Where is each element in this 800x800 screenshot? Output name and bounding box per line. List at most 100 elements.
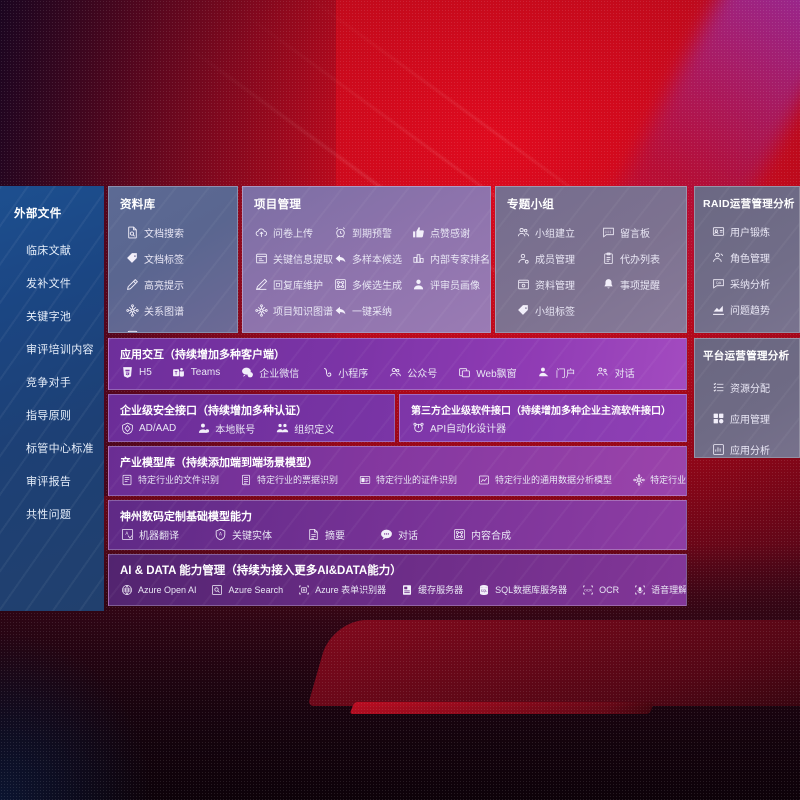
item-label: 多候选生成	[352, 280, 402, 292]
item-resource-allocation[interactable]: 资源分配	[711, 372, 799, 403]
item-industry-knowledge-graph-model[interactable]: 特定行业的通用知识图谱模型	[632, 473, 686, 486]
multi-node-icon	[333, 277, 347, 291]
list-allocate-icon	[711, 381, 725, 395]
app-interaction-item-list: H5 Teams 企业微信 小程序 公众号 Web飘窗	[109, 362, 686, 380]
sidebar-item-review-training[interactable]: 审评培训内容	[26, 343, 94, 356]
item-ad-aad[interactable]: AD/AAD	[120, 422, 176, 436]
industry-models-item-list: 特定行业的文件识别 特定行业的票据识别 特定行业的证件识别 特定行业的通用数据分…	[109, 470, 686, 486]
item-portal[interactable]: 门户	[537, 365, 576, 380]
item-cache-server[interactable]: 缓存服务器	[400, 583, 463, 596]
item-event-reminder[interactable]: 事项提醒	[601, 271, 686, 297]
item-material-management[interactable]: 资料管理	[516, 271, 601, 297]
item-miniprogram[interactable]: 小程序	[319, 365, 368, 380]
item-label: Azure Open AI	[138, 584, 197, 595]
sidebar-item-competitors[interactable]: 竞争对手	[26, 376, 72, 389]
knowledge-base-item-list: 文档搜索 文档标签 高亮提示 关系图谱 文档分类	[109, 212, 237, 333]
item-label: 小组标签	[535, 306, 575, 318]
item-web-popup[interactable]: Web飘窗	[457, 365, 517, 380]
item-questionnaire-upload[interactable]: 问卷上传	[254, 219, 333, 245]
item-industry-data-analysis-model[interactable]: 特定行业的通用数据分析模型	[477, 473, 612, 486]
item-doc-classify[interactable]: 文档分类	[125, 323, 237, 333]
item-wecom[interactable]: 企业微信	[240, 365, 299, 380]
item-label: 回复库维护	[273, 280, 323, 292]
item-content-synthesis[interactable]: 内容合成	[452, 527, 511, 542]
item-label: 项目知识图谱	[273, 306, 333, 318]
item-app-analysis[interactable]: 应用分析	[711, 434, 799, 457]
item-org-define[interactable]: 组织定义	[275, 421, 334, 436]
item-project-knowledge-graph[interactable]: 项目知识图谱	[254, 297, 333, 323]
sidebar-item-common-issues[interactable]: 共性问题	[26, 508, 72, 521]
item-issue-trend[interactable]: 问题趋势	[711, 296, 799, 322]
item-label: AD/AAD	[139, 423, 177, 434]
sidebar-item-review-report[interactable]: 审评报告	[26, 475, 72, 488]
grid-apps-icon	[711, 412, 725, 426]
item-label: 文档分类	[144, 329, 184, 333]
item-label: SQL数据库服务器	[495, 585, 568, 595]
item-key-entity[interactable]: A 关键实体	[213, 527, 272, 542]
item-label: 应用管理	[730, 415, 770, 426]
item-ocr[interactable]: OCR OCR	[581, 583, 619, 596]
item-member-management[interactable]: 成员管理	[516, 245, 601, 271]
ai-data-item-list: Azure Open AI Azure Search Azure 表单识别器 缓…	[109, 578, 686, 596]
item-speech-understanding[interactable]: 语音理解	[633, 583, 686, 596]
sidebar-item-standards-center[interactable]: 标管中心标准	[26, 442, 94, 455]
file-recognize-icon	[120, 473, 133, 486]
person-gear-icon	[516, 251, 530, 265]
item-adoption-analysis[interactable]: QA 采纳分析	[711, 270, 799, 296]
bar-rank-icon	[411, 251, 425, 265]
item-group-create[interactable]: 小组建立	[516, 219, 601, 245]
item-local-account[interactable]: 本地账号	[196, 421, 255, 436]
thumbs-up-icon	[411, 225, 425, 239]
item-app-management[interactable]: 应用管理	[711, 403, 799, 434]
item-label: 本地账号	[215, 425, 256, 436]
item-h5[interactable]: H5	[120, 366, 152, 380]
item-azure-open-ai[interactable]: Azure Open AI	[120, 583, 197, 596]
item-multi-sample-candidate[interactable]: 多样本候选	[333, 245, 411, 271]
miniprogram-icon	[319, 366, 333, 380]
item-machine-translation[interactable]: A 机器翻译	[120, 527, 179, 542]
item-doc-search[interactable]: 文档搜索	[125, 219, 237, 245]
sidebar-item-guidelines[interactable]: 指导原则	[26, 409, 72, 422]
item-summary[interactable]: 摘要	[306, 527, 345, 542]
item-industry-file-recognition[interactable]: 特定行业的文件识别	[120, 473, 219, 486]
pen-highlight-icon	[125, 277, 139, 291]
item-dialog-capability[interactable]: 对话	[379, 527, 418, 542]
extract-icon	[254, 251, 268, 265]
item-sql-database-server[interactable]: SQL SQL数据库服务器	[477, 583, 567, 596]
web-popup-icon	[457, 366, 471, 380]
item-expiry-alert[interactable]: 到期预警	[333, 219, 411, 245]
item-role-management[interactable]: 角色管理	[711, 244, 799, 270]
item-thumbs-thanks[interactable]: 点赞感谢	[411, 219, 490, 245]
item-azure-form-recognizer[interactable]: Azure 表单识别器	[297, 583, 386, 596]
item-official-account[interactable]: 公众号	[388, 365, 437, 380]
item-industry-id-recognition[interactable]: 特定行业的证件识别	[358, 473, 457, 486]
item-azure-search[interactable]: Azure Search	[211, 583, 284, 596]
item-todo-list[interactable]: 代办列表	[601, 245, 686, 271]
item-highlight-hint[interactable]: 高亮提示	[125, 271, 237, 297]
item-user-exercise[interactable]: 用户锻炼	[711, 218, 799, 244]
item-reviewer-portrait[interactable]: 评审员画像	[411, 271, 490, 297]
item-relation-graph[interactable]: 关系图谱	[125, 297, 237, 323]
item-teams[interactable]: Teams	[172, 366, 220, 380]
sidebar-item-supplement-files[interactable]: 发补文件	[26, 277, 72, 290]
svg-text:A: A	[125, 531, 128, 537]
item-doc-tag[interactable]: 文档标签	[125, 245, 237, 271]
item-label: Azure Search	[228, 584, 284, 595]
item-reply-library-maintain[interactable]: 回复库维护	[254, 271, 333, 297]
item-industry-receipt-recognition[interactable]: 特定行业的票据识别	[239, 473, 338, 486]
teams-icon	[172, 366, 186, 380]
item-internal-expert-rank[interactable]: 内部专家排名	[411, 245, 490, 271]
graph-network-icon	[632, 473, 645, 486]
sidebar-item-clinical-literature[interactable]: 临床文献	[26, 244, 72, 257]
item-api-designer[interactable]: API自动化设计器	[411, 420, 506, 435]
item-one-click-adopt[interactable]: 一键采纳	[333, 297, 411, 323]
item-message-board[interactable]: 留言板	[601, 219, 686, 245]
sidebar-item-keyword-pool[interactable]: 关键字池	[26, 310, 72, 323]
item-label: 文档搜索	[144, 228, 184, 240]
item-dialog[interactable]: 对话	[596, 365, 635, 380]
item-group-tag[interactable]: 小组标签	[516, 297, 601, 323]
item-label: 公众号	[407, 369, 438, 380]
item-multi-candidate-generate[interactable]: 多候选生成	[333, 271, 411, 297]
item-key-info-extract[interactable]: 关键信息提取	[254, 245, 333, 271]
row-title-third-party-interface: 第三方企业级软件接口（持续增加多种企业主流软件接口）	[411, 406, 671, 417]
